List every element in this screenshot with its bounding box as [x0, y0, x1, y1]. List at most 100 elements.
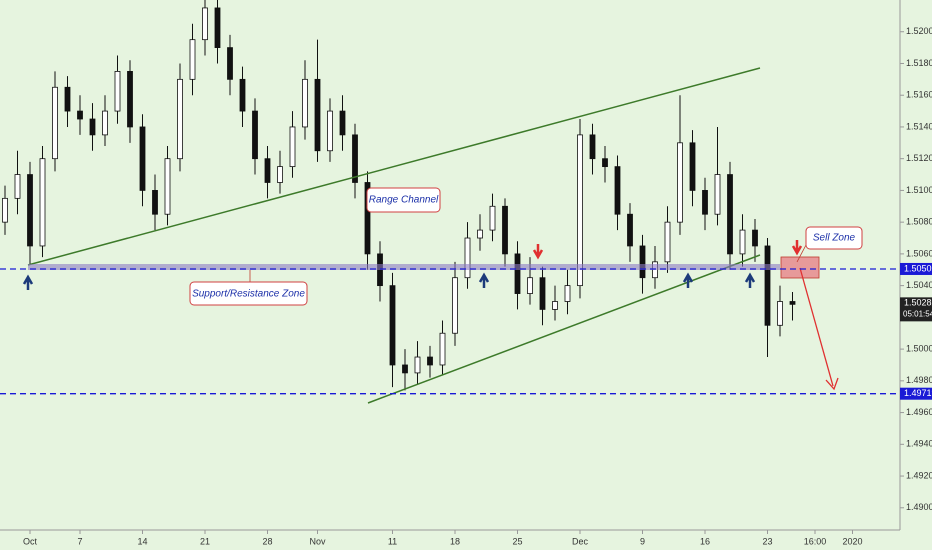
candle-body: [489, 205, 496, 231]
y-tick-label: 1.51800: [906, 58, 932, 68]
y-tick-label: 1.49600: [906, 407, 932, 417]
callout-box: [189, 281, 308, 306]
candle-body: [139, 126, 146, 191]
y-tick-label: 1.51600: [906, 90, 932, 100]
candle-body: [77, 110, 83, 120]
candle-body: [502, 205, 508, 255]
candle-body: [289, 126, 296, 168]
candle-body: [589, 134, 596, 160]
candle-body: [689, 142, 696, 191]
candle-body: [177, 78, 183, 160]
y-tick-label: 1.50800: [906, 217, 932, 227]
candle-body: [439, 332, 446, 366]
candle-body: [14, 174, 21, 199]
candle-body: [477, 229, 483, 239]
candle-body: [614, 166, 621, 215]
y-tick-label: 1.49200: [906, 470, 932, 480]
drawings: Range Channel Support/Resistance Zone Se…: [22, 67, 863, 404]
candle-body: [302, 78, 308, 128]
candle-body: [352, 134, 358, 183]
candle-body: [639, 245, 646, 279]
candle-body: [339, 110, 346, 136]
x-tick-label: 14: [137, 536, 147, 546]
y-tick-label: 1.49800: [906, 375, 932, 385]
price-label-box: [900, 262, 932, 275]
candle-body: [114, 71, 121, 112]
candle-body: [39, 158, 46, 247]
support-zone: [28, 264, 780, 270]
candle-body: [389, 285, 396, 366]
candle-body: [189, 39, 196, 80]
candle-body: [677, 142, 683, 223]
y-tick-label: 1.50600: [906, 248, 932, 258]
callout-box: [366, 187, 441, 213]
annotation: Range Channel: [369, 195, 439, 206]
x-tick-label: 7: [77, 536, 82, 546]
up-arrow: [744, 272, 756, 288]
arrow-head: [825, 377, 839, 391]
x-tick-label: 23: [762, 536, 772, 546]
candle-body: [664, 221, 671, 263]
channel-lower: [367, 254, 761, 404]
candle-body: [539, 277, 546, 310]
candle-body: [327, 110, 333, 152]
candle-body: [364, 182, 371, 255]
candle-body: [27, 174, 33, 247]
candle-body: [252, 110, 258, 160]
y-tick-label: 1.51000: [906, 185, 932, 195]
price-label: 1.50505: [904, 263, 932, 273]
callout-pointer: [796, 244, 807, 263]
candle-body: [702, 190, 708, 215]
x-tick-label: Oct: [23, 536, 38, 546]
up-arrow: [682, 272, 694, 288]
x-tick-label: Nov: [309, 536, 326, 546]
x-tick-label: 25: [512, 536, 522, 546]
candle-body: [402, 364, 408, 374]
candle-body: [164, 158, 171, 215]
candle-body: [764, 245, 771, 326]
candle-body: [64, 86, 71, 112]
candle-body: [427, 356, 433, 366]
last-price-box: [900, 297, 932, 322]
candle-body: [202, 7, 208, 41]
sell-zone: [780, 256, 820, 279]
x-tick-label: 28: [262, 536, 272, 546]
candle-body: [102, 110, 108, 136]
candle-body: [627, 213, 633, 247]
candle-body: [552, 301, 558, 310]
candle-body: [727, 174, 733, 255]
x-tick-label: Dec: [572, 536, 589, 546]
last-price-label: 1.50282: [904, 298, 932, 308]
y-tick-label: 1.51400: [906, 121, 932, 131]
candle-body: [452, 277, 458, 334]
annotation: Support/Resistance Zone: [192, 289, 305, 300]
down-arrow: [791, 240, 803, 256]
y-tick-label: 1.50400: [906, 280, 932, 290]
candle-body: [564, 285, 571, 302]
candle-body: [239, 78, 246, 112]
candle-body: [314, 78, 321, 152]
channel-upper: [27, 67, 761, 266]
y-tick-label: 1.51200: [906, 153, 932, 163]
x-tick-label: 9: [640, 536, 645, 546]
annotation: Sell Zone: [813, 233, 856, 244]
x-tick-label: 11: [388, 536, 397, 546]
candle-body: [227, 47, 233, 80]
candle-body: [414, 356, 421, 374]
candle-body: [752, 229, 758, 247]
x-tick-label: 18: [450, 536, 460, 546]
candle-body: [264, 158, 271, 183]
candle-body: [127, 71, 133, 128]
x-tick-label: 2020: [842, 536, 862, 546]
candle-body: [577, 134, 583, 287]
y-tick-label: 1.49000: [906, 502, 932, 512]
price-label: 1.49719: [904, 388, 932, 398]
candle-body: [789, 301, 796, 305]
y-tick-label: 1.50000: [906, 343, 932, 353]
candle-body: [214, 7, 221, 49]
candle-body: [739, 229, 746, 255]
candle-body: [602, 158, 608, 168]
candle-body: [464, 237, 471, 279]
candle-body: [527, 277, 533, 294]
